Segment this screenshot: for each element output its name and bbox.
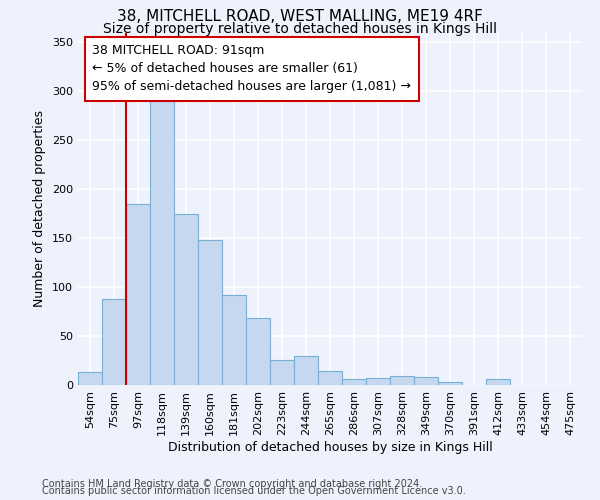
Bar	[78, 372, 102, 385]
Bar	[102, 299, 126, 385]
Text: Size of property relative to detached houses in Kings Hill: Size of property relative to detached ho…	[103, 22, 497, 36]
Y-axis label: Number of detached properties: Number of detached properties	[34, 110, 46, 307]
Bar	[246, 318, 270, 385]
Bar	[486, 379, 510, 385]
Bar	[174, 214, 198, 385]
Text: 38, MITCHELL ROAD, WEST MALLING, ME19 4RF: 38, MITCHELL ROAD, WEST MALLING, ME19 4R…	[117, 9, 483, 24]
Text: Contains HM Land Registry data © Crown copyright and database right 2024.: Contains HM Land Registry data © Crown c…	[42, 479, 422, 489]
Bar	[126, 204, 150, 385]
Bar	[318, 372, 342, 385]
Bar	[222, 295, 246, 385]
X-axis label: Distribution of detached houses by size in Kings Hill: Distribution of detached houses by size …	[167, 440, 493, 454]
Bar	[366, 378, 390, 385]
Bar	[294, 356, 318, 385]
Bar	[390, 376, 414, 385]
Bar	[414, 377, 438, 385]
Text: Contains public sector information licensed under the Open Government Licence v3: Contains public sector information licen…	[42, 486, 466, 496]
Bar	[438, 382, 462, 385]
Bar	[198, 240, 222, 385]
Text: 38 MITCHELL ROAD: 91sqm
← 5% of detached houses are smaller (61)
95% of semi-det: 38 MITCHELL ROAD: 91sqm ← 5% of detached…	[92, 44, 411, 93]
Bar	[342, 379, 366, 385]
Bar	[150, 101, 174, 385]
Bar	[270, 360, 294, 385]
